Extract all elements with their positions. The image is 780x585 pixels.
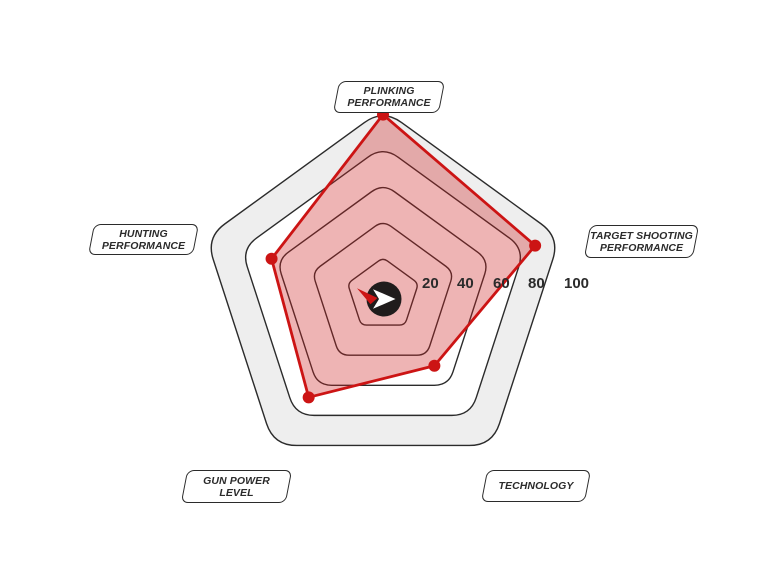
svg-text:40: 40 <box>457 275 474 292</box>
svg-text:20: 20 <box>422 275 439 292</box>
svg-text:60: 60 <box>493 275 510 292</box>
svg-text:100: 100 <box>564 275 589 292</box>
svg-text:80: 80 <box>528 275 545 292</box>
